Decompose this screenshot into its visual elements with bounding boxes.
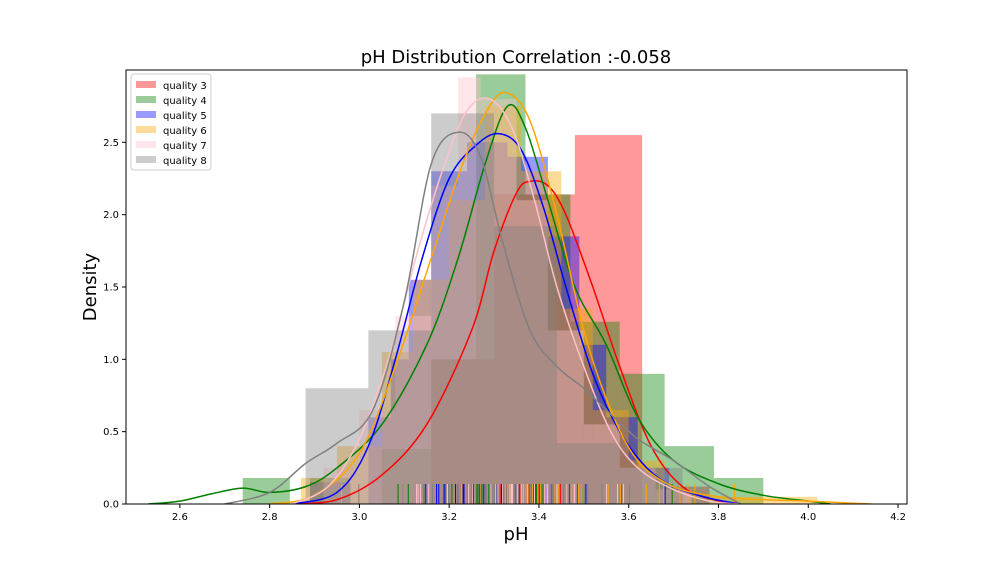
legend-swatch [136, 96, 156, 103]
kde-line-5 [291, 97, 741, 504]
hist-bar [619, 467, 656, 504]
hist-bar [336, 446, 382, 504]
y-axis: 0.0 0.5 1.0 1.5 2.0 2.5 [103, 138, 126, 511]
hist-bar [480, 98, 517, 504]
hist-bar [458, 77, 481, 504]
x-tick-label: 2.8 [262, 512, 278, 523]
hist-bar [431, 185, 459, 504]
legend-label: quality 3 [163, 81, 207, 92]
hist-bar [408, 279, 432, 504]
plot-area [148, 74, 872, 504]
legend-label: quality 5 [163, 111, 207, 122]
y-tick-label: 0.0 [103, 500, 119, 511]
legend-swatch [136, 111, 156, 118]
x-tick-label: 3.8 [711, 512, 727, 523]
hist-bar [305, 388, 369, 504]
legend-swatch [136, 126, 156, 133]
hist-group-6 [305, 113, 683, 504]
hist-bar [579, 344, 607, 504]
legend-swatch [136, 156, 156, 163]
x-tick-label: 3.2 [441, 512, 457, 523]
kde-line-6 [224, 131, 742, 504]
x-axis-label: pH [504, 524, 529, 545]
x-tick-label: 4.2 [890, 512, 906, 523]
y-tick-label: 1.5 [103, 283, 119, 294]
hist-bar [381, 449, 432, 504]
hist-group-4 [301, 106, 818, 504]
hist-bar [431, 359, 495, 504]
x-tick-label: 3.6 [621, 512, 637, 523]
legend-label: quality 4 [163, 96, 207, 107]
hist-bar [547, 330, 584, 504]
hist-bar [368, 417, 391, 504]
y-axis-label: Density [80, 252, 101, 321]
legend-label: quality 8 [163, 156, 207, 167]
hist-bar [413, 279, 450, 504]
plot-frame [125, 69, 908, 505]
hist-bar [494, 226, 557, 504]
x-tick-label: 3.0 [351, 512, 367, 523]
hist-bar [390, 359, 409, 504]
kde-line-1 [292, 180, 742, 504]
y-tick-label: 2.5 [103, 138, 119, 149]
legend: quality 3 quality 4 quality 5 quality 6 qual… [130, 73, 212, 171]
kde-line-4 [269, 91, 872, 504]
y-tick-label: 2.0 [103, 210, 119, 221]
hist-bar [709, 496, 773, 504]
y-tick-label: 1.0 [103, 355, 119, 366]
legend-swatch [136, 81, 156, 88]
legend-swatch [136, 141, 156, 148]
hist-bar [449, 200, 486, 504]
x-tick-label: 4.0 [800, 512, 816, 523]
x-tick-label: 3.4 [531, 512, 547, 523]
x-tick-label: 2.6 [172, 512, 188, 523]
hist-group-5 [323, 77, 692, 504]
y-tick-label: 0.5 [103, 427, 119, 438]
chart-title: pH Distribution Correlation :-0.058 [361, 47, 671, 68]
hist-bar [431, 171, 468, 504]
hist-bar [431, 359, 477, 504]
plot-content [148, 74, 872, 504]
hist-bar [574, 135, 643, 504]
legend-box [130, 73, 212, 171]
rug-group [340, 484, 735, 504]
x-axis: 2.6 2.8 3.0 3.2 3.4 3.6 3.8 4.0 4.2 [172, 504, 906, 523]
legend-label: quality 7 [163, 141, 207, 152]
hist-bar [485, 106, 521, 504]
hist-bar [507, 156, 548, 504]
hist-bar [525, 194, 571, 504]
legend-label: quality 6 [163, 126, 207, 137]
hist-bar [381, 352, 414, 504]
